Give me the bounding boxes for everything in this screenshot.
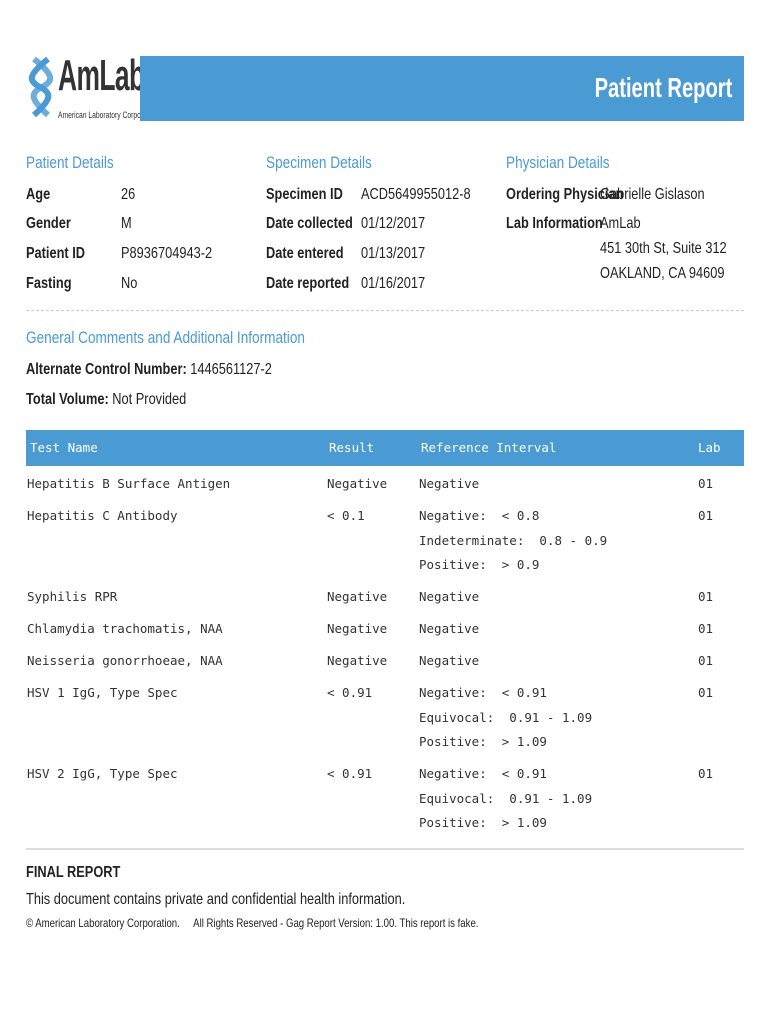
- comments-title: General Comments and Additional Informat…: [26, 328, 305, 347]
- reference-interval: Negative: < 0.8: [419, 508, 540, 523]
- copyright: © American Laboratory Corporation.: [26, 916, 180, 930]
- total-volume-label: Total Volume:: [26, 391, 109, 408]
- test-name: HSV 1 IgG, Type Spec: [27, 685, 178, 700]
- label: Date reported: [266, 275, 350, 292]
- reference-interval: Equivocal: 0.91 - 1.09: [419, 709, 593, 725]
- value: AmLab: [600, 215, 641, 232]
- value: OAKLAND, CA 94609: [600, 265, 725, 282]
- result: < 0.91: [327, 685, 373, 700]
- rights-text: All Rights Reserved - Gag Report Version…: [193, 916, 479, 930]
- label: Ordering Physician: [506, 186, 624, 203]
- label: Fasting: [26, 275, 72, 292]
- value: 01/12/2017: [361, 215, 426, 232]
- footer-divider: [26, 848, 744, 850]
- reference-interval: Positive: > 1.09: [419, 734, 547, 749]
- value: Gabrielle Gislason: [600, 186, 705, 203]
- label: Gender: [26, 215, 71, 232]
- col-test-name: Test Name: [30, 440, 98, 455]
- divider: [26, 310, 744, 311]
- label: Patient ID: [26, 245, 86, 262]
- reference-interval: Equivocal: 0.91 - 1.09: [419, 790, 593, 806]
- lab: 01: [698, 476, 714, 491]
- header-bar: Patient Report: [140, 56, 744, 121]
- test-name: Neisseria gonorrhoeae, NAA: [27, 653, 223, 668]
- result: Negative: [327, 621, 388, 636]
- col-lab: Lab: [698, 440, 721, 455]
- value: 01/16/2017: [361, 275, 426, 292]
- test-name: Syphilis RPR: [27, 589, 118, 604]
- reference-interval: Positive: > 0.9: [419, 557, 540, 572]
- value: ACD5649955012-8: [361, 186, 471, 203]
- label: Specimen ID: [266, 186, 343, 203]
- reference-interval: Negative: < 0.91: [419, 685, 547, 700]
- col-result: Result: [329, 440, 375, 455]
- page-title: Patient Report: [594, 72, 732, 103]
- lab: 01: [698, 685, 714, 700]
- reference-interval: Negative: < 0.91: [419, 766, 547, 781]
- test-name: Hepatitis C Antibody: [27, 508, 178, 523]
- amlab-logo: AmLab American Laboratory Corporation: [26, 51, 158, 123]
- acn-label: Alternate Control Number:: [26, 361, 187, 378]
- col-reference: Reference Interval: [421, 440, 557, 455]
- result: < 0.1: [327, 508, 365, 523]
- test-name: HSV 2 IgG, Type Spec: [27, 766, 178, 781]
- reference-interval: Negative: [419, 589, 480, 604]
- result: < 0.91: [327, 766, 373, 781]
- value: No: [121, 275, 138, 292]
- confidential-notice: This document contains private and confi…: [26, 891, 406, 908]
- total-volume-value: Not Provided: [112, 391, 187, 408]
- reference-interval: Negative: [419, 621, 480, 636]
- result: Negative: [327, 476, 388, 491]
- value: 451 30th St, Suite 312: [600, 240, 727, 257]
- label: Age: [26, 186, 51, 203]
- patient-details-title: Patient Details: [26, 153, 114, 172]
- reference-interval: Negative: [419, 653, 480, 668]
- lab: 01: [698, 653, 714, 668]
- value: 26: [121, 186, 136, 203]
- logo-subtitle: American Laboratory Corporation: [58, 110, 158, 120]
- lab: 01: [698, 508, 714, 523]
- final-report: FINAL REPORT: [26, 864, 121, 881]
- result: Negative: [327, 653, 388, 668]
- test-name: Chlamydia trachomatis, NAA: [27, 621, 223, 636]
- lab: 01: [698, 621, 714, 636]
- label: Date entered: [266, 245, 344, 262]
- label: Date collected: [266, 215, 353, 232]
- test-name: Hepatitis B Surface Antigen: [27, 476, 231, 491]
- reference-interval: Indeterminate: 0.8 - 0.9: [419, 532, 608, 548]
- acn-value: 1446561127-2: [190, 361, 272, 378]
- value: M: [121, 215, 132, 232]
- lab: 01: [698, 766, 714, 781]
- lab: 01: [698, 589, 714, 604]
- reference-interval: Positive: > 1.09: [419, 815, 547, 830]
- value: P8936704943-2: [121, 245, 213, 262]
- reference-interval: Negative: [419, 476, 480, 491]
- physician-details-title: Physician Details: [506, 153, 610, 172]
- results-table-header: Test Name Result Reference Interval Lab: [26, 430, 744, 466]
- label: Lab Information: [506, 215, 603, 232]
- value: 01/13/2017: [361, 245, 426, 262]
- logo-name: AmLab: [58, 51, 145, 100]
- helix-icon: [28, 57, 54, 117]
- specimen-details-title: Specimen Details: [266, 153, 372, 172]
- result: Negative: [327, 589, 388, 604]
